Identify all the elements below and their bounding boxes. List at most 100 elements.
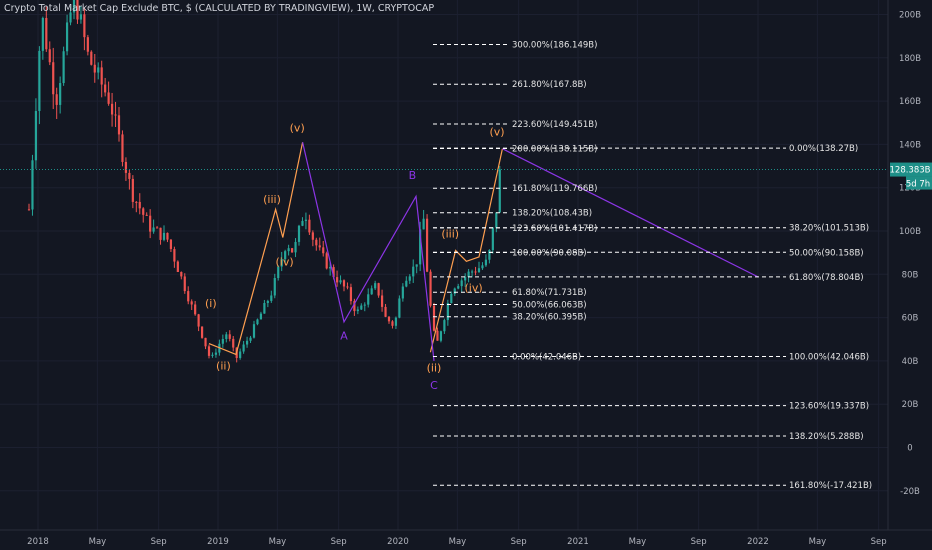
y-tick-label: 20B bbox=[902, 400, 919, 410]
wave-path-orange bbox=[208, 142, 304, 356]
candle-body bbox=[498, 169, 501, 213]
price-axis bbox=[888, 0, 932, 550]
candle-body bbox=[110, 103, 114, 115]
candle-body bbox=[290, 248, 294, 253]
wave-label: (ii) bbox=[216, 360, 231, 373]
candle-body bbox=[332, 267, 335, 278]
candle-body bbox=[194, 304, 197, 315]
candle-body bbox=[460, 280, 463, 287]
candle-body bbox=[391, 321, 394, 326]
wave-label: (v) bbox=[290, 121, 305, 134]
fib-label-right: 61.80%(78.804B) bbox=[789, 273, 864, 283]
fib-label-left: 223.60%(149.451B) bbox=[512, 120, 597, 130]
candle-body bbox=[349, 287, 353, 302]
candle-body bbox=[380, 295, 384, 307]
candle-body bbox=[470, 271, 474, 273]
price-tag-bg bbox=[890, 162, 932, 177]
candle-body bbox=[159, 227, 162, 240]
candle-body bbox=[422, 218, 425, 230]
candle-body bbox=[152, 227, 155, 232]
candle-body bbox=[245, 340, 249, 345]
candle-body bbox=[297, 225, 301, 242]
candle-body bbox=[287, 248, 290, 252]
fib-label-right: 0.00%(138.27B) bbox=[789, 144, 858, 154]
candle-body bbox=[464, 276, 467, 281]
fib-label-left: 100.00%(90.08B) bbox=[512, 248, 587, 258]
time-axis bbox=[0, 530, 932, 550]
candle-body bbox=[200, 326, 204, 338]
candle-body bbox=[249, 337, 252, 341]
y-tick-label: 60B bbox=[902, 314, 919, 324]
candle-body bbox=[107, 92, 110, 104]
wave-label: (i) bbox=[205, 297, 217, 310]
candle-body bbox=[342, 280, 346, 287]
chart-title: Crypto Total Market Cap Exclude BTC, $ (… bbox=[4, 3, 435, 14]
candle-body bbox=[405, 280, 408, 287]
x-tick-label: Sep bbox=[331, 537, 347, 547]
candle-body bbox=[239, 351, 242, 358]
candle-body bbox=[176, 261, 179, 273]
candle-body bbox=[363, 304, 366, 306]
candle-body bbox=[394, 317, 398, 326]
candle-body bbox=[259, 313, 263, 320]
fib-label-left: 0.00%(42.046B) bbox=[512, 352, 581, 362]
candle-body bbox=[52, 62, 55, 95]
fib-label-right: 50.00%(90.158B) bbox=[789, 248, 864, 258]
candle-body bbox=[228, 334, 231, 339]
candle-body bbox=[360, 305, 363, 310]
candle-body bbox=[117, 115, 121, 135]
candle-body bbox=[100, 67, 103, 85]
candle-body bbox=[387, 316, 391, 322]
candle-body bbox=[311, 232, 314, 240]
candle-body bbox=[59, 83, 62, 105]
candle-body bbox=[72, 0, 76, 13]
fib-label-left: 50.00%(66.063B) bbox=[512, 300, 587, 310]
candle-body bbox=[277, 266, 280, 278]
candle-body bbox=[97, 67, 100, 73]
x-tick-label: Sep bbox=[691, 537, 707, 547]
candle-body bbox=[211, 354, 214, 356]
candle-body bbox=[55, 94, 58, 105]
candle-body bbox=[484, 259, 488, 266]
candle-body bbox=[495, 212, 498, 228]
candle-body bbox=[398, 298, 401, 318]
wave-label: (iii) bbox=[263, 193, 281, 206]
y-tick-label: 100B bbox=[899, 227, 921, 237]
x-tick-label: 2019 bbox=[207, 537, 229, 547]
candle-body bbox=[280, 259, 283, 267]
candle-body bbox=[93, 64, 96, 73]
candle-body bbox=[315, 239, 318, 246]
candle-body bbox=[131, 178, 134, 202]
candle-body bbox=[252, 324, 256, 338]
candle-body bbox=[173, 249, 176, 262]
wave-projection-purple bbox=[502, 148, 759, 278]
candle-body bbox=[48, 49, 51, 63]
candle-body bbox=[270, 295, 273, 301]
wave-label: (iii) bbox=[441, 227, 459, 240]
price-tag-value: 128.383B bbox=[890, 166, 931, 176]
candle-body bbox=[401, 286, 404, 299]
candle-body bbox=[304, 219, 308, 221]
candle-body bbox=[190, 301, 193, 305]
candle-body bbox=[481, 265, 484, 269]
y-tick-label: 180B bbox=[899, 54, 921, 64]
candle-body bbox=[121, 134, 124, 162]
candle-body bbox=[415, 264, 418, 267]
candle-body bbox=[187, 291, 190, 302]
candle-body bbox=[408, 276, 411, 281]
candle-body bbox=[446, 302, 449, 321]
candle-body bbox=[266, 300, 269, 304]
x-tick-label: May bbox=[809, 537, 827, 547]
candle-body bbox=[436, 330, 439, 341]
candle-body bbox=[38, 50, 41, 112]
candle-body bbox=[322, 247, 325, 254]
fib-label-left: 200.00%(138.115B) bbox=[512, 144, 597, 154]
candle-body bbox=[34, 111, 38, 161]
wave-label: C bbox=[430, 379, 438, 392]
countdown-bg bbox=[906, 176, 932, 190]
candle-body bbox=[432, 305, 436, 331]
candle-body bbox=[329, 267, 332, 269]
wave-label: (iv) bbox=[465, 282, 483, 295]
candle-body bbox=[225, 334, 228, 340]
